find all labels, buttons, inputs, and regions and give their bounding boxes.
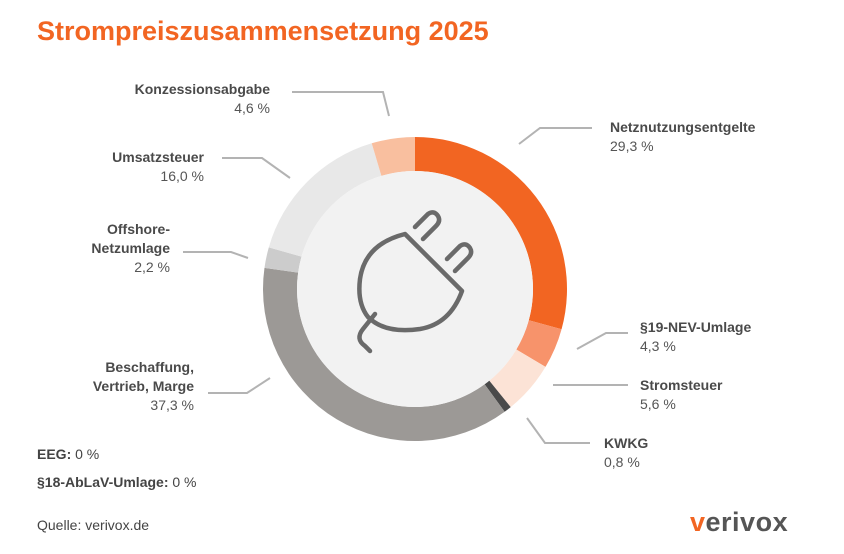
slice-0 (415, 137, 567, 330)
chart-title: Strompreiszusammensetzung 2025 (37, 16, 489, 46)
leader-line-6 (222, 157, 291, 179)
slice-7 (371, 137, 415, 176)
slice-6 (268, 143, 382, 257)
slice-value: 29,3 % (610, 138, 654, 154)
slice-5 (264, 247, 302, 273)
slice-3 (484, 380, 511, 412)
slice-name: Konzessionsabgabe (134, 81, 270, 97)
slice-name: Offshore- Netzumlage (91, 221, 170, 256)
slice-label-6: Umsatzsteuer 16,0 % (112, 148, 204, 186)
note-ablav: §18-AbLaV-Umlage: 0 % (37, 474, 197, 490)
plug-icon (357, 210, 474, 354)
slice-value: 16,0 % (160, 168, 204, 184)
leader-line-4 (208, 377, 271, 394)
leader-line-7 (292, 91, 390, 117)
slice-label-7: Konzessionsabgabe 4,6 % (135, 80, 270, 118)
leader-line-0 (518, 127, 592, 145)
slice-label-4: Beschaffung, Vertrieb, Marge 37,3 % (93, 358, 194, 415)
verivox-logo: verivox (690, 507, 789, 537)
slice-value: 0,8 % (604, 454, 640, 470)
slice-value: 2,2 % (134, 259, 170, 275)
slice-value: 4,6 % (234, 100, 270, 116)
slice-name: §19-NEV-Umlage (640, 319, 752, 335)
source-text: Quelle: verivox.de (37, 517, 150, 533)
slice-value: 37,3 % (150, 397, 194, 413)
leader-line-1 (576, 332, 628, 350)
slice-2 (489, 349, 546, 408)
slice-name: Umsatzsteuer (112, 149, 204, 165)
note-eeg: EEG: 0 % (37, 446, 100, 462)
slice-label-3: KWKG 0,8 % (604, 434, 648, 472)
slice-label-0: Netznutzungsentgelte 29,3 % (610, 118, 755, 156)
leader-line-3 (526, 417, 590, 444)
slice-name: Stromsteuer (640, 377, 723, 393)
slice-name: KWKG (604, 435, 649, 451)
slice-name: Netznutzungsentgelte (610, 119, 756, 135)
slice-label-1: §19-NEV-Umlage 4,3 % (640, 318, 751, 356)
slice-1 (516, 320, 562, 367)
slice-label-5: Offshore- Netzumlage 2,2 % (91, 220, 170, 277)
leader-line-5 (183, 251, 249, 259)
slice-value: 5,6 % (640, 396, 676, 412)
slice-name: Beschaffung, Vertrieb, Marge (92, 359, 194, 394)
donut-center (297, 171, 533, 407)
slice-label-2: Stromsteuer 5,6 % (640, 376, 722, 414)
slice-4 (262, 267, 505, 441)
slice-value: 4,3 % (640, 338, 676, 354)
